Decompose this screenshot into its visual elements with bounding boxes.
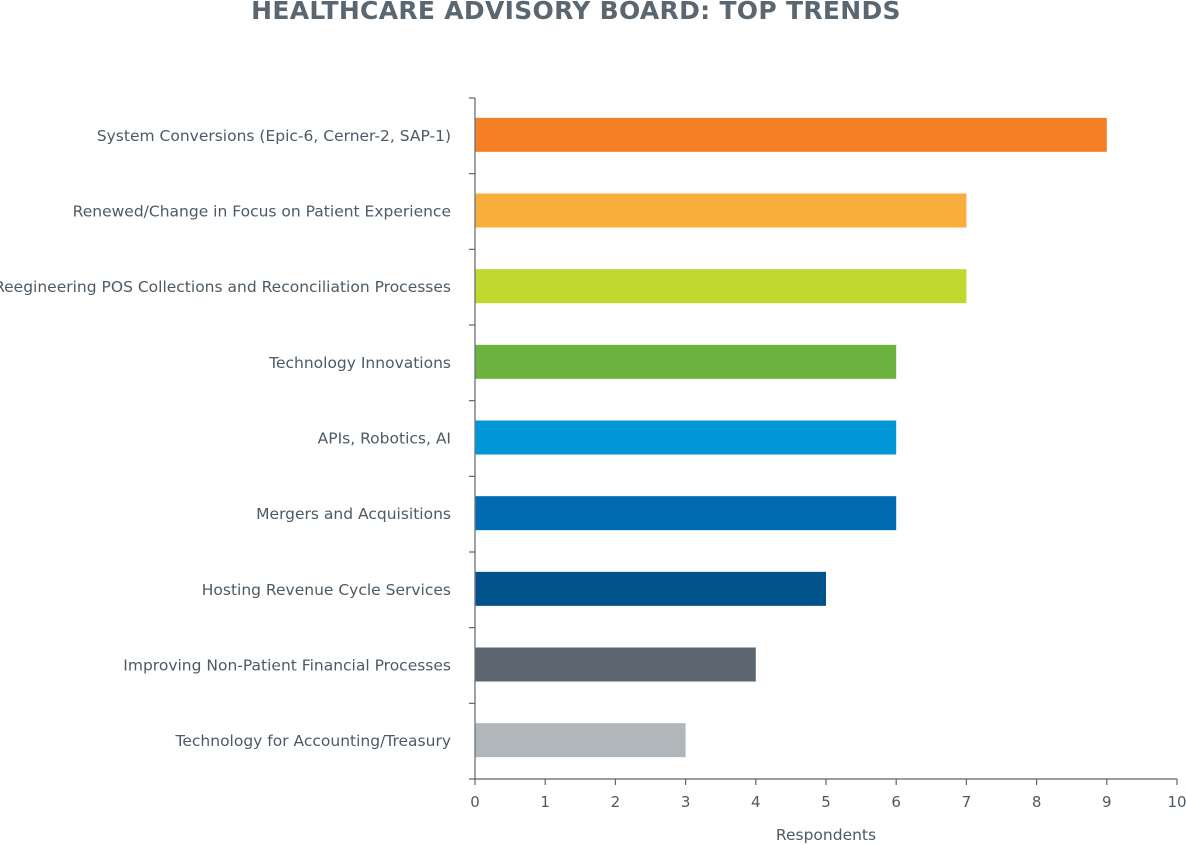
bar bbox=[475, 571, 826, 606]
x-axis: 0 1 2 3 4 5 6 7 8 9 10 bbox=[470, 779, 1186, 811]
bar bbox=[475, 420, 897, 455]
bar bbox=[475, 496, 897, 531]
x-tick-label: 3 bbox=[681, 793, 691, 811]
y-axis-ticks bbox=[469, 97, 475, 780]
x-tick-label: 5 bbox=[821, 793, 831, 811]
x-tick-label: 0 bbox=[470, 793, 480, 811]
category-label: APIs, Robotics, AI bbox=[318, 430, 451, 448]
category-label: System Conversions (Epic-6, Cerner-2, SA… bbox=[97, 127, 451, 145]
bar bbox=[475, 269, 967, 304]
bar bbox=[475, 344, 897, 379]
category-labels: System Conversions (Epic-6, Cerner-2, SA… bbox=[0, 127, 451, 750]
x-tick-label: 8 bbox=[1032, 793, 1042, 811]
category-label: Technology for Accounting/Treasury bbox=[175, 732, 451, 750]
x-axis-title: Respondents bbox=[776, 826, 876, 844]
x-tick-label: 9 bbox=[1102, 793, 1112, 811]
bar bbox=[475, 193, 967, 228]
x-tick-label: 4 bbox=[751, 793, 761, 811]
category-label: Renewed/Change in Focus on Patient Exper… bbox=[73, 203, 451, 221]
bar bbox=[475, 117, 1107, 152]
x-tick-label: 10 bbox=[1167, 793, 1186, 811]
x-tick-label: 2 bbox=[611, 793, 621, 811]
x-tick-label: 1 bbox=[540, 793, 550, 811]
x-tick-label: 7 bbox=[962, 793, 972, 811]
category-label: Improving Non-Patient Financial Processe… bbox=[123, 657, 451, 675]
category-label: Technology Innovations bbox=[268, 354, 451, 372]
category-label: Hosting Revenue Cycle Services bbox=[202, 581, 451, 599]
x-tick-label: 6 bbox=[891, 793, 901, 811]
chart-title: HEALTHCARE ADVISORY BOARD: TOP TRENDS bbox=[251, 0, 901, 25]
bar bbox=[475, 647, 756, 682]
bars bbox=[475, 117, 1107, 758]
category-label: Reegineering POS Collections and Reconci… bbox=[0, 278, 451, 296]
category-label: Mergers and Acquisitions bbox=[256, 505, 451, 523]
bar bbox=[475, 723, 686, 758]
